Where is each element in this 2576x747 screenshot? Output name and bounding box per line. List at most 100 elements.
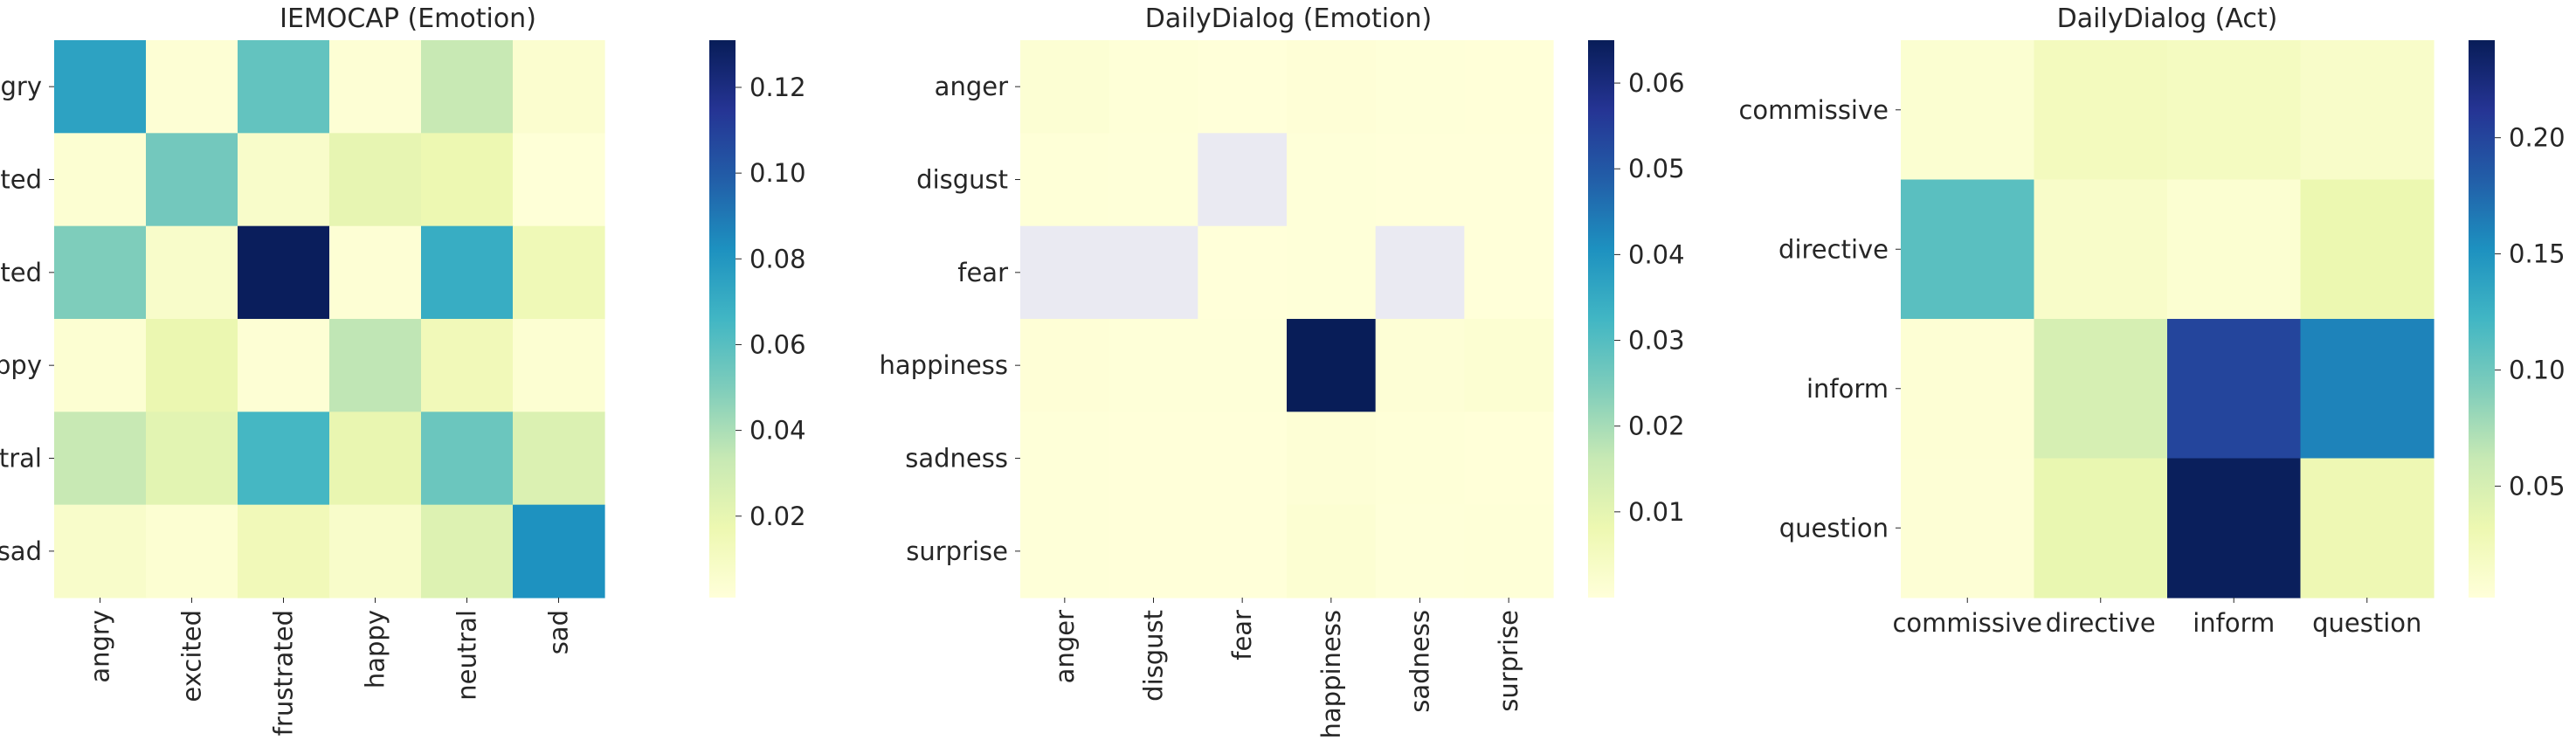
heatmap-cells [1020, 40, 1554, 598]
chart-title: IEMOCAP (Emotion) [280, 3, 536, 34]
heatmap-cell [1464, 133, 1554, 227]
x-tick-labels: angry excited frustrated happy neutral sad [86, 598, 574, 736]
heatmap-cell [329, 412, 422, 506]
y-tick-label: excited [0, 165, 42, 195]
y-tick-label: happy [0, 350, 42, 380]
heatmap-cell [1198, 319, 1288, 412]
x-tick-label: fear [1227, 610, 1257, 661]
colorbar-tick-label: 0.10 [2509, 355, 2566, 384]
colorbar-tick-label: 0.04 [1628, 239, 1685, 269]
colorbar-tick-label: 0.06 [1628, 68, 1685, 98]
heatmap-cell [1108, 504, 1198, 598]
heatmap-cell [421, 225, 514, 320]
heatmap-cell [1464, 504, 1554, 598]
heatmap-cell [513, 319, 605, 412]
heatmap-cell [1375, 412, 1465, 506]
x-tick-label: excited [177, 610, 207, 702]
heatmap-cell [1020, 504, 1110, 598]
heatmap-cell [2034, 319, 2168, 460]
y-tick-label: inform [1806, 374, 1889, 404]
y-tick-label: question [1779, 513, 1889, 543]
heatmap-cell [238, 40, 330, 134]
heatmap-cell [1901, 319, 2035, 460]
heatmap-cell [2167, 319, 2302, 460]
heatmap-cells [1901, 40, 2434, 598]
heatmap-cell [1375, 40, 1465, 134]
heatmap-cells [54, 40, 605, 598]
heatmap-cell [54, 319, 147, 412]
y-tick-labels: angry excited frustrated happy neutral sad [0, 72, 54, 566]
heatmap-cell [1287, 412, 1377, 506]
heatmap-cell [329, 504, 422, 598]
heatmap-cell [146, 504, 238, 598]
heatmap-cell [1198, 40, 1288, 134]
heatmap-cell [1108, 225, 1198, 320]
colorbar-tick-label: 0.20 [2509, 123, 2566, 153]
heatmap-cell [1020, 133, 1110, 227]
heatmap-cell [146, 40, 238, 134]
heatmap-cell [238, 412, 330, 506]
heatmap-cell [513, 412, 605, 506]
heatmap-cell [1198, 412, 1288, 506]
x-tick-label: disgust [1139, 610, 1169, 702]
heatmap-cell [2300, 179, 2434, 320]
y-tick-label: directive [1778, 234, 1889, 264]
colorbar-tick-label: 0.04 [749, 416, 806, 446]
heatmap-cell [2034, 458, 2168, 598]
x-tick-label: sadness [1405, 610, 1435, 713]
heatmap-cell [1020, 319, 1110, 412]
heatmap-cell [2167, 458, 2302, 598]
heatmap-cell [2300, 458, 2434, 598]
colorbar-tick-label: 0.10 [749, 158, 806, 188]
y-tick-label: happiness [880, 350, 1008, 380]
heatmap-cell [1020, 225, 1110, 320]
chart-title: DailyDialog (Emotion) [1145, 3, 1432, 34]
heatmap-cell [1287, 40, 1377, 134]
heatmap-cell [146, 225, 238, 320]
colorbar-tick-label: 0.02 [1628, 412, 1685, 441]
heatmap-cell [1287, 225, 1377, 320]
heatmap-cell [1198, 225, 1288, 320]
y-tick-label: surprise [906, 536, 1008, 566]
heatmap-cell [2167, 179, 2302, 320]
heatmap-cell [1464, 319, 1554, 412]
heatmap-cell [421, 504, 514, 598]
heatmap-cell [1464, 225, 1554, 320]
heatmap-cell [1464, 412, 1554, 506]
heatmap-cell [1375, 225, 1465, 320]
heatmap-cell [1287, 319, 1377, 412]
heatmap-cell [238, 133, 330, 227]
heatmap-cell [1287, 504, 1377, 598]
colorbar-tick-label: 0.02 [749, 501, 806, 531]
x-tick-label: sad [544, 610, 574, 654]
colorbar-ticks: 0.01 0.02 0.03 0.04 0.05 0.06 [1614, 68, 1685, 527]
colorbar-tick-label: 0.05 [1628, 154, 1685, 183]
heatmap-cell [2167, 40, 2302, 181]
heatmap-cell [54, 225, 147, 320]
heatmap-cell [421, 40, 514, 134]
y-tick-labels: commissive directive inform question [1738, 95, 1901, 543]
x-tick-label: anger [1050, 610, 1080, 683]
heatmap-cell [1020, 40, 1110, 134]
heatmap-cell [54, 504, 147, 598]
x-tick-label: directive [2046, 608, 2156, 638]
heatmap-cell [1901, 179, 2035, 320]
heatmap-cell [54, 412, 147, 506]
x-tick-label: commissive [1892, 608, 2042, 638]
heatmap-cell [329, 40, 422, 134]
heatmap-cell [513, 504, 605, 598]
colorbar-tick-label: 0.12 [749, 73, 806, 102]
y-tick-label: frustrated [0, 258, 42, 287]
y-tick-label: angry [0, 72, 42, 101]
y-tick-label: anger [935, 72, 1008, 101]
x-tick-label: surprise [1494, 610, 1523, 712]
heatmap-panel-iemocap: IEMOCAP (Emotion) angry excited frustrated… [0, 3, 806, 736]
colorbar-ticks: 0.02 0.04 0.06 0.08 0.10 0.12 [736, 73, 806, 531]
heatmap-cell [513, 225, 605, 320]
heatmap-cell [1108, 319, 1198, 412]
heatmap-cell [146, 412, 238, 506]
colorbar-tick-label: 0.15 [2509, 239, 2566, 269]
colorbar-tick-label: 0.01 [1628, 497, 1685, 527]
heatmap-cell [1901, 458, 2035, 598]
heatmap-cell [1198, 133, 1288, 227]
